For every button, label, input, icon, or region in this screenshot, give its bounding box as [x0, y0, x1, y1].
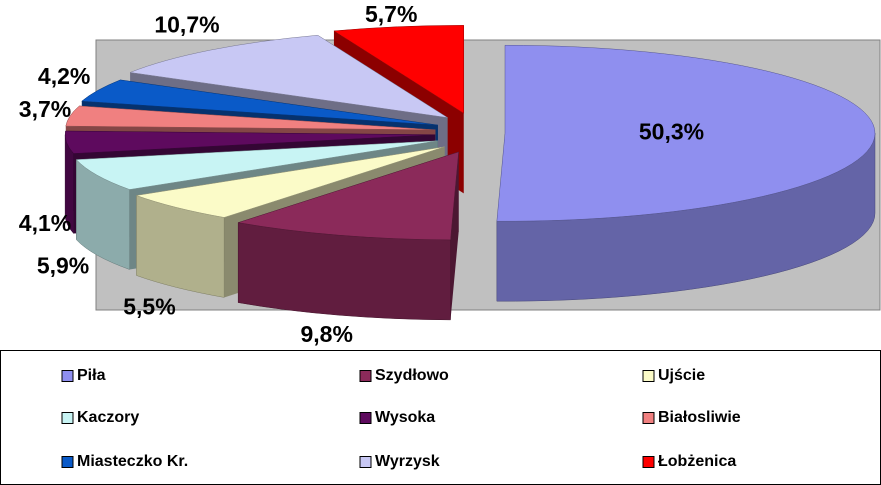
- value-label: 50,3%: [639, 119, 704, 145]
- legend-swatch: [359, 412, 372, 424]
- legend-label: Białosliwie: [658, 409, 741, 426]
- slice-top: [136, 146, 445, 218]
- legend-label: Piła: [77, 367, 106, 384]
- value-label: 9,8%: [300, 321, 352, 347]
- value-label: 4,2%: [38, 63, 90, 89]
- legend-label: Szydłowo: [375, 367, 449, 384]
- legend-swatch: [642, 370, 655, 382]
- legend-box: [0, 350, 881, 485]
- value-label: 5,5%: [123, 294, 175, 320]
- value-label: 5,9%: [37, 252, 89, 278]
- value-label: 5,7%: [365, 1, 417, 27]
- legend-swatch: [642, 412, 655, 424]
- slice: [237, 151, 459, 321]
- slice-top: [81, 79, 438, 126]
- legend-label: Kaczory: [77, 409, 139, 426]
- legend-swatch: [61, 370, 74, 382]
- slice-top: [129, 34, 448, 118]
- slice-top: [75, 140, 438, 190]
- slice-top: [333, 25, 465, 114]
- value-label: 10,7%: [154, 11, 219, 37]
- value-label: 3,7%: [19, 96, 71, 122]
- legend-label: Wyrzysk: [375, 453, 440, 470]
- slice-top: [65, 105, 436, 131]
- legend-label: Łobżenica: [658, 453, 736, 470]
- slice-top: [238, 151, 459, 241]
- legend-label: Ujście: [658, 367, 705, 384]
- legend-swatch: [61, 412, 74, 424]
- slice: [496, 44, 876, 302]
- value-label: 4,1%: [19, 210, 71, 236]
- legend-swatch: [61, 456, 74, 468]
- legend-label: Miasteczko Kr.: [77, 453, 188, 470]
- legend-swatch: [359, 456, 372, 468]
- legend-swatch: [642, 456, 655, 468]
- legend-swatch: [359, 370, 372, 382]
- slice-top: [496, 44, 876, 222]
- legend-label: Wysoka: [375, 409, 435, 426]
- slice-top: [64, 130, 436, 154]
